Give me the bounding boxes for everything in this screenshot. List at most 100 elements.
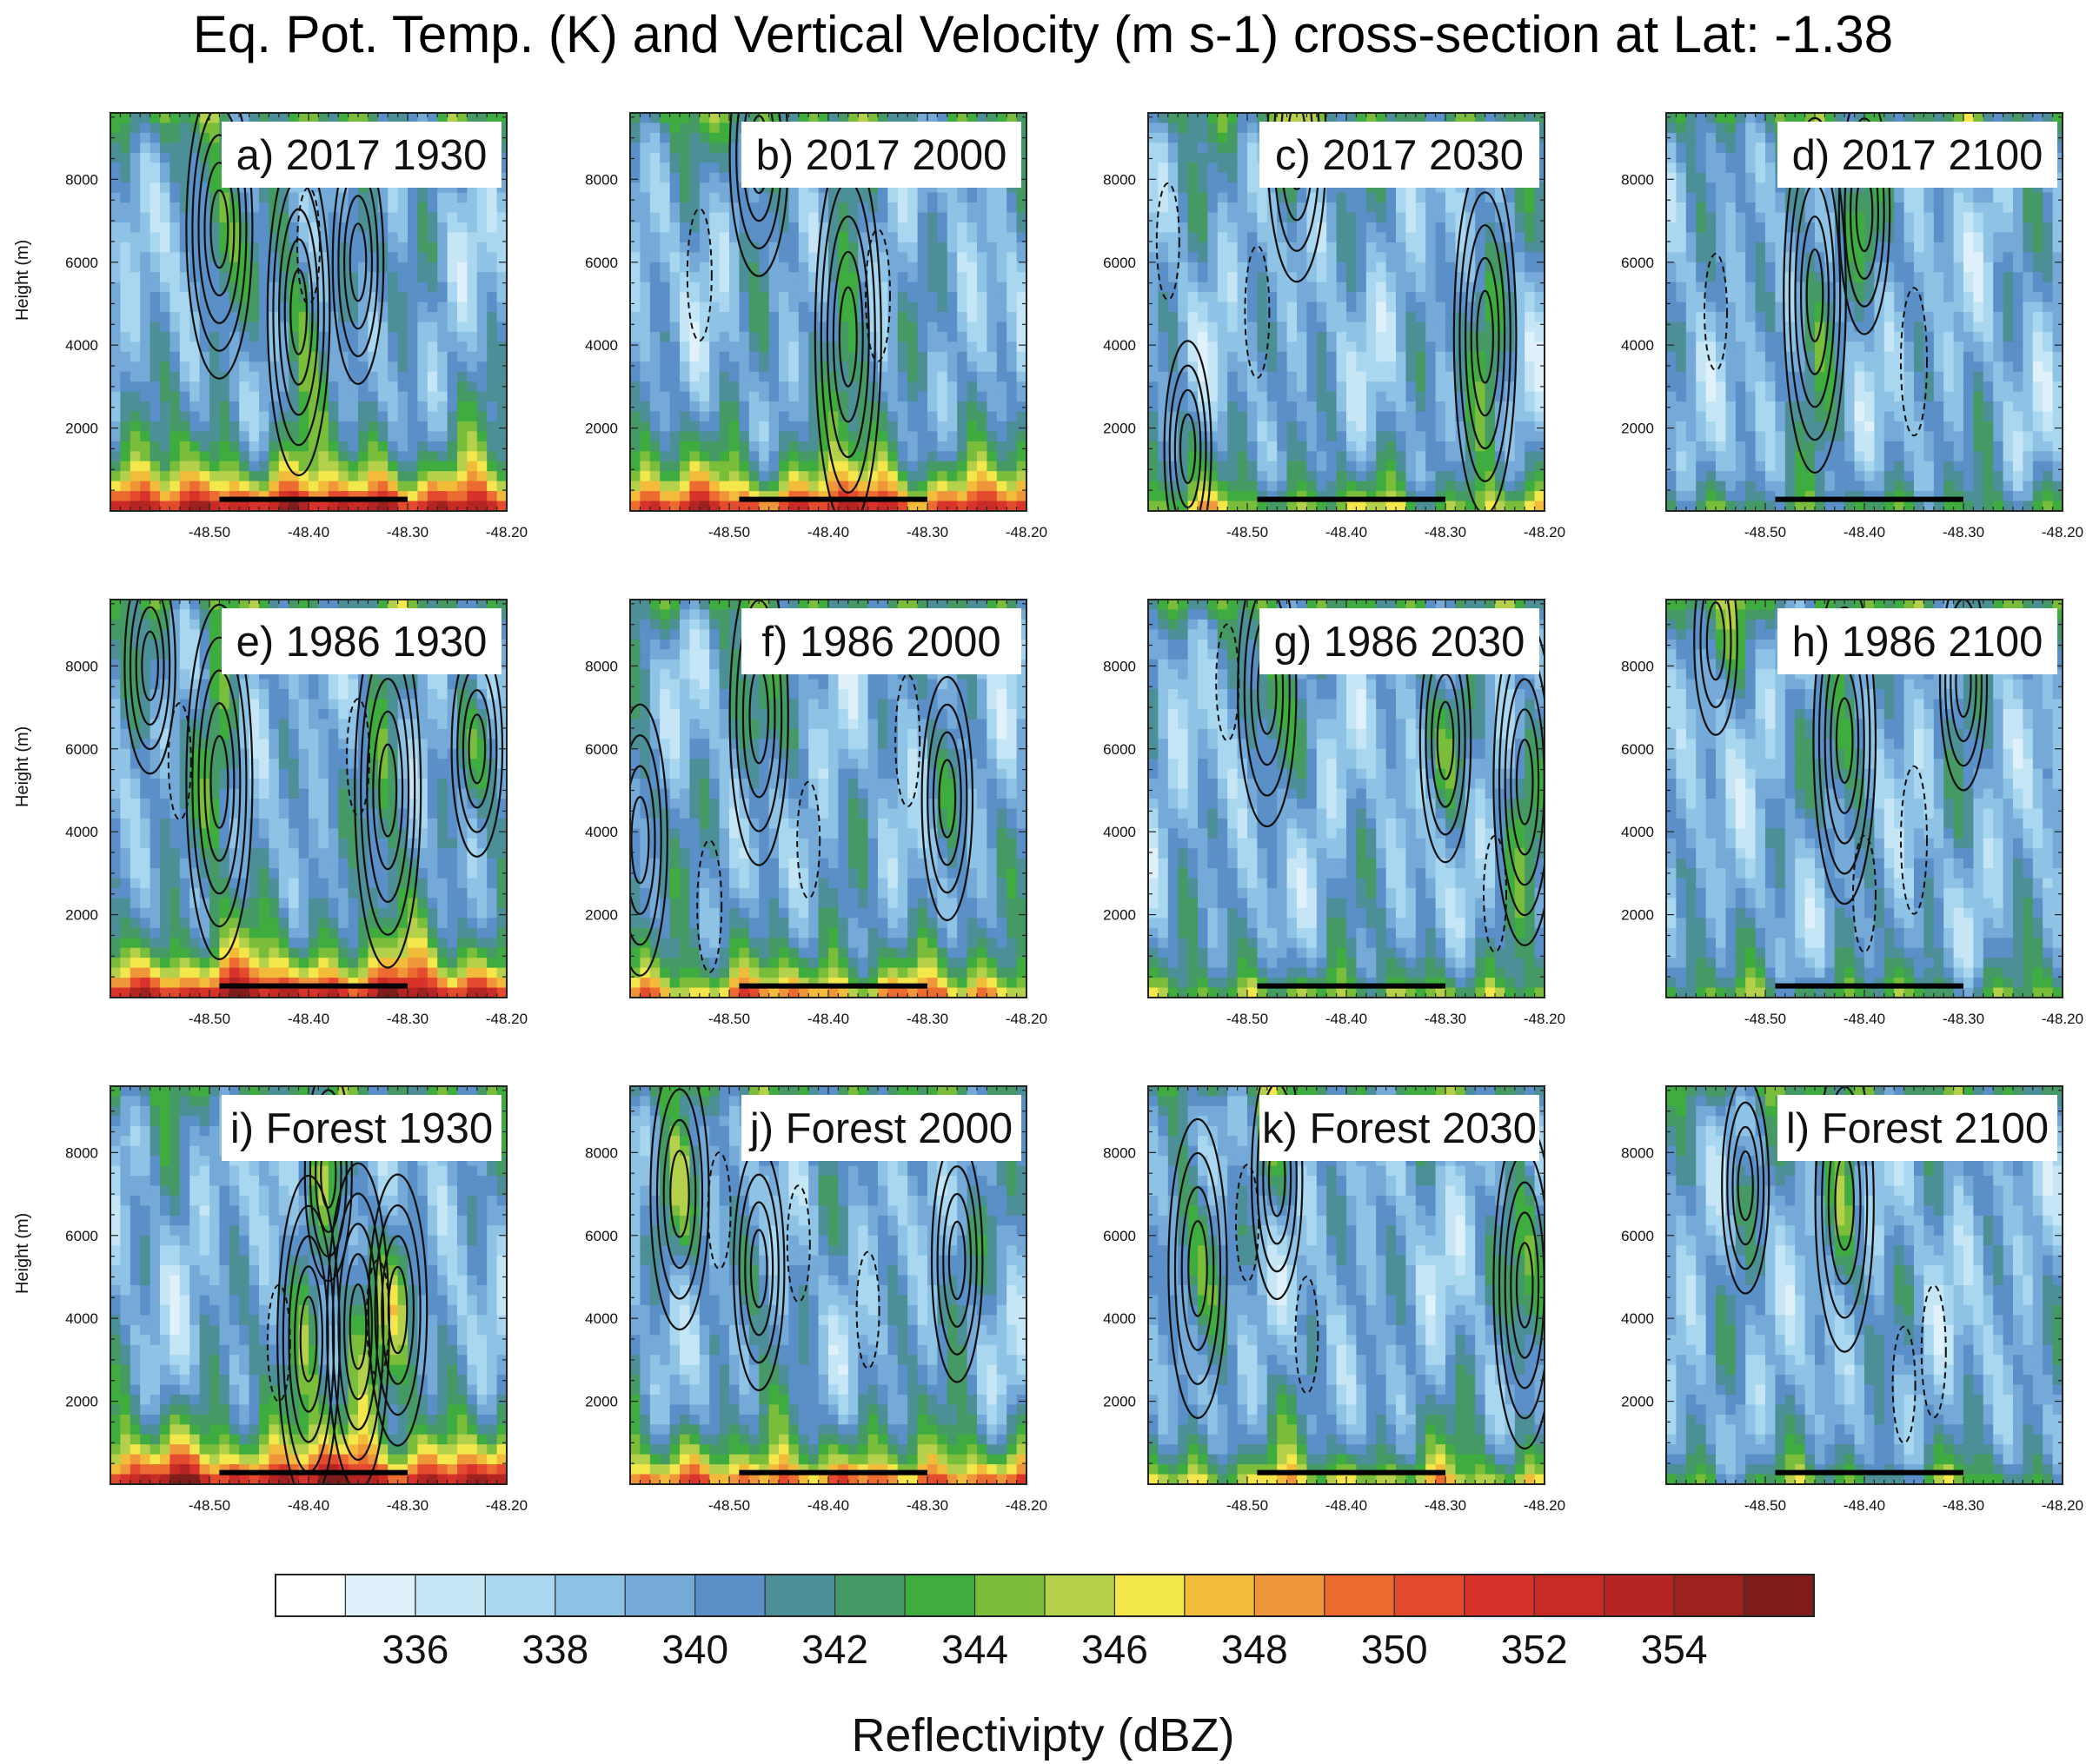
heatmap-cell [368,461,379,472]
heatmap-cell [748,252,760,263]
heatmap-cell [496,501,507,511]
heatmap-cell [209,461,220,472]
heatmap-cell [209,431,220,442]
heatmap-cell [1237,471,1248,482]
heatmap-cell [219,461,230,472]
heatmap-cell [1277,441,1288,452]
heatmap-cell [699,212,710,223]
heatmap-cell [269,361,280,373]
heatmap-cell [1237,342,1248,353]
heatmap-cell [1316,292,1327,303]
heatmap-cell [1297,381,1307,393]
heatmap-cell [927,381,938,393]
heatmap-cell [1485,351,1496,362]
heatmap-cell [1405,272,1417,283]
heatmap-cell [907,222,919,233]
heatmap-cell [748,351,760,362]
heatmap-cell [768,292,780,303]
heatmap-cell [649,381,661,393]
heatmap-cell [110,371,121,382]
heatmap-cell [660,411,671,422]
heatmap-cell [249,461,260,472]
downdraft-contour [686,208,713,342]
heatmap-cell [897,501,908,511]
heatmap-cell [1514,252,1525,263]
heatmap-cell [1316,272,1327,283]
heatmap-cell [1148,143,1159,154]
heatmap-cell [1376,202,1387,214]
heatmap-cell [1158,272,1169,283]
heatmap-cell [1148,431,1159,442]
heatmap-cell [907,421,919,432]
heatmap-cell [649,252,661,263]
heatmap-cell [897,232,908,243]
heatmap-cell [110,152,121,163]
heatmap-cell [759,411,770,422]
heatmap-cell [680,312,690,323]
heatmap-cell [709,431,721,442]
heatmap-cell [1158,252,1169,263]
heatmap-cell [867,371,879,382]
heatmap-cell [1415,272,1426,283]
heatmap-cell [487,451,498,462]
heatmap-cell [699,182,710,194]
heatmap-cell [680,461,690,472]
heatmap-cell [229,451,240,462]
heatmap-cell [1247,322,1258,333]
heatmap-cell [338,451,349,462]
heatmap-cell [699,113,710,124]
heatmap-cell [130,501,141,511]
heatmap-cell [1376,381,1387,393]
heatmap-cell [630,322,641,333]
heatmap-cell [640,361,651,373]
heatmap-cell [759,302,770,313]
heatmap-cell [328,342,339,353]
heatmap-cell [1247,331,1258,342]
heatmap-cell [397,312,409,323]
heatmap-cell [640,132,651,143]
heatmap-cell [927,292,938,303]
heatmap-cell [169,331,181,342]
heatmap-cell [1316,322,1327,333]
heatmap-cell [1207,182,1219,194]
heatmap-cell [149,143,161,154]
heatmap-cell [1247,162,1258,174]
heatmap-cell [1217,222,1228,233]
heatmap-cell [1158,242,1169,253]
heatmap-cell [1207,222,1219,233]
heatmap-cell [1346,441,1357,452]
heatmap-cell [130,481,141,492]
heatmap-cell [259,113,269,124]
heatmap-cell [798,331,809,342]
heatmap-cell [669,143,681,154]
heatmap-cell [779,411,789,422]
heatmap-cell [1187,172,1199,183]
heatmap-cell [1217,441,1228,452]
heatmap-cell [649,391,661,402]
heatmap-cell [660,222,671,233]
heatmap-cell [917,381,928,393]
heatmap-cell [496,461,507,472]
heatmap-cell [1306,451,1318,462]
heatmap-cell [289,331,300,342]
heatmap-cell [1396,202,1406,214]
heatmap-cell [259,501,269,511]
heatmap-cell [1376,272,1387,283]
heatmap-cell [1148,421,1159,432]
heatmap-cell [927,282,938,293]
heatmap-cell [259,212,269,223]
heatmap-cell [709,481,721,492]
heatmap-cell [1346,262,1357,273]
heatmap-cell [729,371,740,382]
heatmap-cell [1306,322,1318,333]
heatmap-cell [1006,391,1018,402]
heatmap-cell [798,252,809,263]
heatmap-cell [1207,461,1219,472]
heatmap-cell [798,371,809,382]
heatmap-cell [1207,162,1219,174]
heatmap-cell [427,501,438,511]
heatmap-cell [249,222,260,233]
heatmap-cell [249,471,260,482]
heatmap-cell [457,292,468,303]
heatmap-cell [437,451,448,462]
